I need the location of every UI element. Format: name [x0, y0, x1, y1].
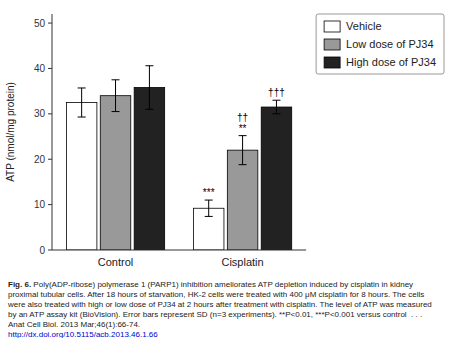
- legend-swatch: [324, 21, 340, 32]
- x-axis: [52, 250, 306, 251]
- error-cap: [145, 109, 153, 110]
- annotation: **: [239, 123, 247, 134]
- annotation: ***: [203, 187, 215, 198]
- error-bar: [112, 80, 120, 112]
- error-bar: [78, 88, 86, 117]
- error-line: [81, 88, 82, 117]
- y-axis: [52, 14, 53, 250]
- y-tick: [48, 204, 52, 205]
- error-cap: [239, 164, 247, 165]
- legend-label: Vehicle: [346, 20, 381, 32]
- legend: Vehicle Low dose of PJ34 High dose of PJ34: [316, 14, 444, 74]
- y-tick-label: 0: [39, 245, 45, 256]
- error-line: [149, 66, 150, 110]
- y-tick: [48, 68, 52, 69]
- doi: http://dx.doi.org/10.5115/acb.2013.46.1.…: [8, 330, 442, 338]
- error-bar: [239, 136, 247, 165]
- error-cap: [112, 111, 120, 112]
- caption-block: Fig. 6. Poly(ADP-ribose) polymerase 1 (P…: [0, 278, 450, 338]
- x-tick-label: Control: [98, 256, 133, 268]
- error-bar: [145, 66, 153, 110]
- y-tick-label: 30: [34, 108, 46, 119]
- y-tick: [48, 23, 52, 24]
- y-tick-label: 10: [34, 199, 46, 210]
- bar: [100, 96, 130, 250]
- caption-text: Poly(ADP-ribose) polymerase 1 (PARP1) in…: [8, 280, 434, 319]
- error-cap: [239, 135, 247, 136]
- caption-paragraph: Fig. 6. Poly(ADP-ribose) polymerase 1 (P…: [8, 280, 442, 320]
- bar: [227, 150, 257, 250]
- y-tick: [48, 159, 52, 160]
- error-line: [242, 136, 243, 165]
- annotation: ††: [237, 112, 248, 123]
- legend-frame: [316, 14, 444, 74]
- x-tick-label: Cisplatin: [221, 256, 263, 268]
- chart: Vehicle Low dose of PJ34 High dose of PJ34…: [0, 0, 450, 274]
- error-line: [276, 100, 277, 114]
- bar: [261, 107, 291, 250]
- error-cap: [78, 117, 86, 118]
- error-bar: [272, 100, 280, 114]
- error-line: [115, 80, 116, 112]
- y-tick: [48, 113, 52, 114]
- y-tick: [48, 250, 52, 251]
- caption-label: Fig. 6.: [8, 280, 31, 289]
- bar: [134, 88, 164, 250]
- legend-swatch: [324, 57, 340, 68]
- error-cap: [205, 216, 213, 217]
- y-axis-label: ATP (nmol/mg protein): [5, 82, 16, 182]
- citation: Anat Cell Biol. 2013 Mar;46(1):66-74.: [8, 320, 442, 330]
- y-tick-label: 40: [34, 63, 46, 74]
- bar: [66, 103, 96, 251]
- error-cap: [272, 113, 280, 114]
- error-cap: [78, 87, 86, 88]
- annotation: †††: [268, 87, 285, 98]
- y-tick-label: 20: [34, 154, 46, 165]
- y-tick-label: 50: [34, 18, 46, 29]
- error-cap: [112, 79, 120, 80]
- legend-label: Low dose of PJ34: [346, 38, 433, 50]
- legend-label: High dose of PJ34: [346, 56, 436, 68]
- error-line: [208, 200, 209, 216]
- error-cap: [272, 100, 280, 101]
- bars: [66, 66, 291, 250]
- legend-swatch: [324, 39, 340, 50]
- error-cap: [145, 65, 153, 66]
- error-cap: [205, 200, 213, 201]
- error-bar: [205, 200, 213, 216]
